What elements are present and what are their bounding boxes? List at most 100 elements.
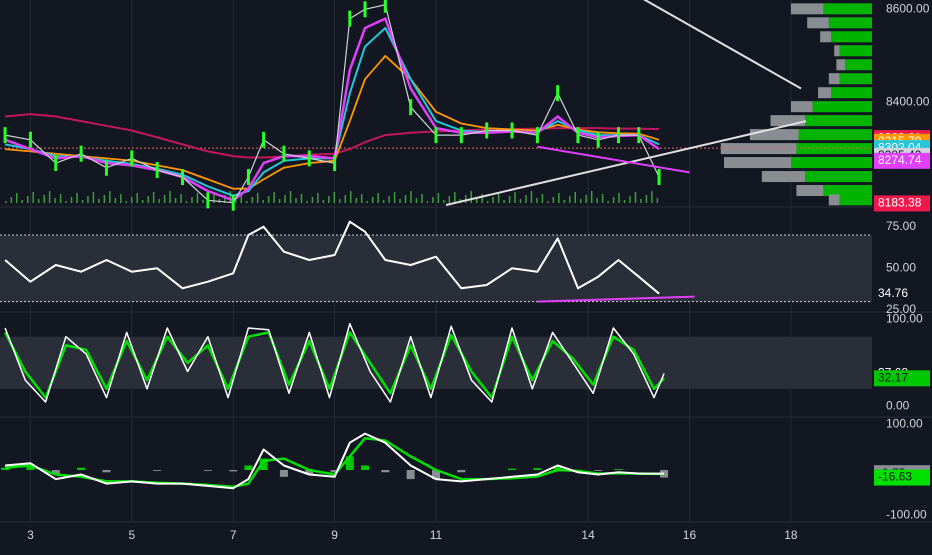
volume-profile-up-bar [839,73,872,85]
volume-bar [131,197,133,203]
volume-bar [185,201,188,203]
macd-histogram-bar [229,470,238,472]
volume-bar [623,200,626,203]
volume-bar [645,195,648,203]
x-axis-tick-label: 16 [683,528,697,542]
volume-bar [235,198,237,203]
volume-bar [328,196,330,203]
volume-bar [202,200,204,203]
series-ema-fast [4,17,660,202]
volume-bar [514,192,516,203]
price-candle [231,194,235,211]
volume-profile-up-bar [805,171,872,183]
volume-bar [377,193,379,203]
series-price [4,4,660,204]
series-ma-long [5,113,660,159]
price-candle [637,127,641,144]
series-ema-mid [4,27,660,197]
price-candle [130,150,134,167]
price-candle [333,155,337,172]
price-candle [383,0,387,13]
stoch-d-tag-bg [874,370,930,387]
volume-profile-down-bar [834,45,840,57]
volume-bar [344,195,347,203]
rsi-axis-label: 75.00 [886,219,916,233]
volume-bar [579,199,582,203]
volume-bar [278,199,281,203]
histogram-value-tag: -16.63 [878,470,912,484]
price-candle [363,1,367,18]
volume-profile-down-bar [720,143,797,155]
volume-bar [563,200,566,203]
volume-profile-up-bar [830,31,872,43]
divergence-line [537,145,690,174]
volume-profile-down-bar [770,115,806,127]
macd-histogram-bar [330,470,339,473]
volume-bar [497,193,500,203]
macd-histogram-bar [102,470,111,473]
volume-bar [322,200,325,203]
price-candle [348,10,352,27]
price-candle [576,127,580,144]
price-candle [510,122,514,139]
volume-bar [48,191,51,203]
volume-profile-down-bar [796,185,824,197]
x-axis-tick-label: 3 [27,528,34,542]
volume-bar [245,201,248,203]
volume-bar [569,196,571,203]
macd-axis-label: 100.00 [886,417,923,431]
x-axis-tick-label: 11 [430,528,443,542]
volume-bar [306,201,308,203]
volume-bar [475,198,478,203]
volume-profile-up-bar [823,3,872,15]
volume-bar [415,198,418,203]
macd-histogram-bar [305,470,314,475]
volume-bar [558,193,560,203]
volume-bar [147,196,149,203]
macd-histogram-bar [345,456,354,470]
volume-bar [508,196,511,203]
volume-bar [333,192,336,203]
rsi-band [0,235,872,302]
volume-bar [267,196,270,203]
volume-bar [410,191,412,203]
volume-bar [547,201,549,203]
macd-histogram-bar [614,469,623,470]
price-tag-bg [874,152,930,169]
volume-profile-down-bar [807,17,829,29]
volume-profile-down-bar [761,171,806,183]
volume-bar [92,192,95,203]
volume-bar [585,195,587,203]
price-axis-label: 8600.00 [886,1,930,15]
volume-bar [136,193,138,203]
volume-profile-down-bar [818,87,831,99]
price-candle [657,169,661,186]
volume-bar [640,199,642,203]
macd-histogram-bar [203,470,212,471]
volume-bar [65,201,67,203]
x-axis-tick-label: 5 [128,528,135,542]
volume-profile-down-bar [791,101,813,113]
volume-bar [552,197,555,203]
volume-profile-up-bar [791,157,872,169]
volume-bar [382,200,385,203]
volume-bar [125,201,128,203]
macd-histogram-bar [244,465,253,470]
stoch-axis-label: 100.00 [886,312,923,326]
volume-profile-up-bar [812,101,872,113]
volume-bar [114,198,117,203]
volume-bar [169,191,171,203]
macd-histogram-bar [51,470,60,475]
price-candle [596,131,600,148]
macd-histogram-bar [457,470,466,473]
price-candle [246,169,250,186]
volume-bar [273,192,275,203]
volume-bar [54,198,56,203]
macd-histogram-bar [279,470,288,477]
series-stoch-k [4,322,665,403]
price-candle [282,145,286,162]
volume-bar [590,191,593,203]
volume-bar [10,197,13,203]
